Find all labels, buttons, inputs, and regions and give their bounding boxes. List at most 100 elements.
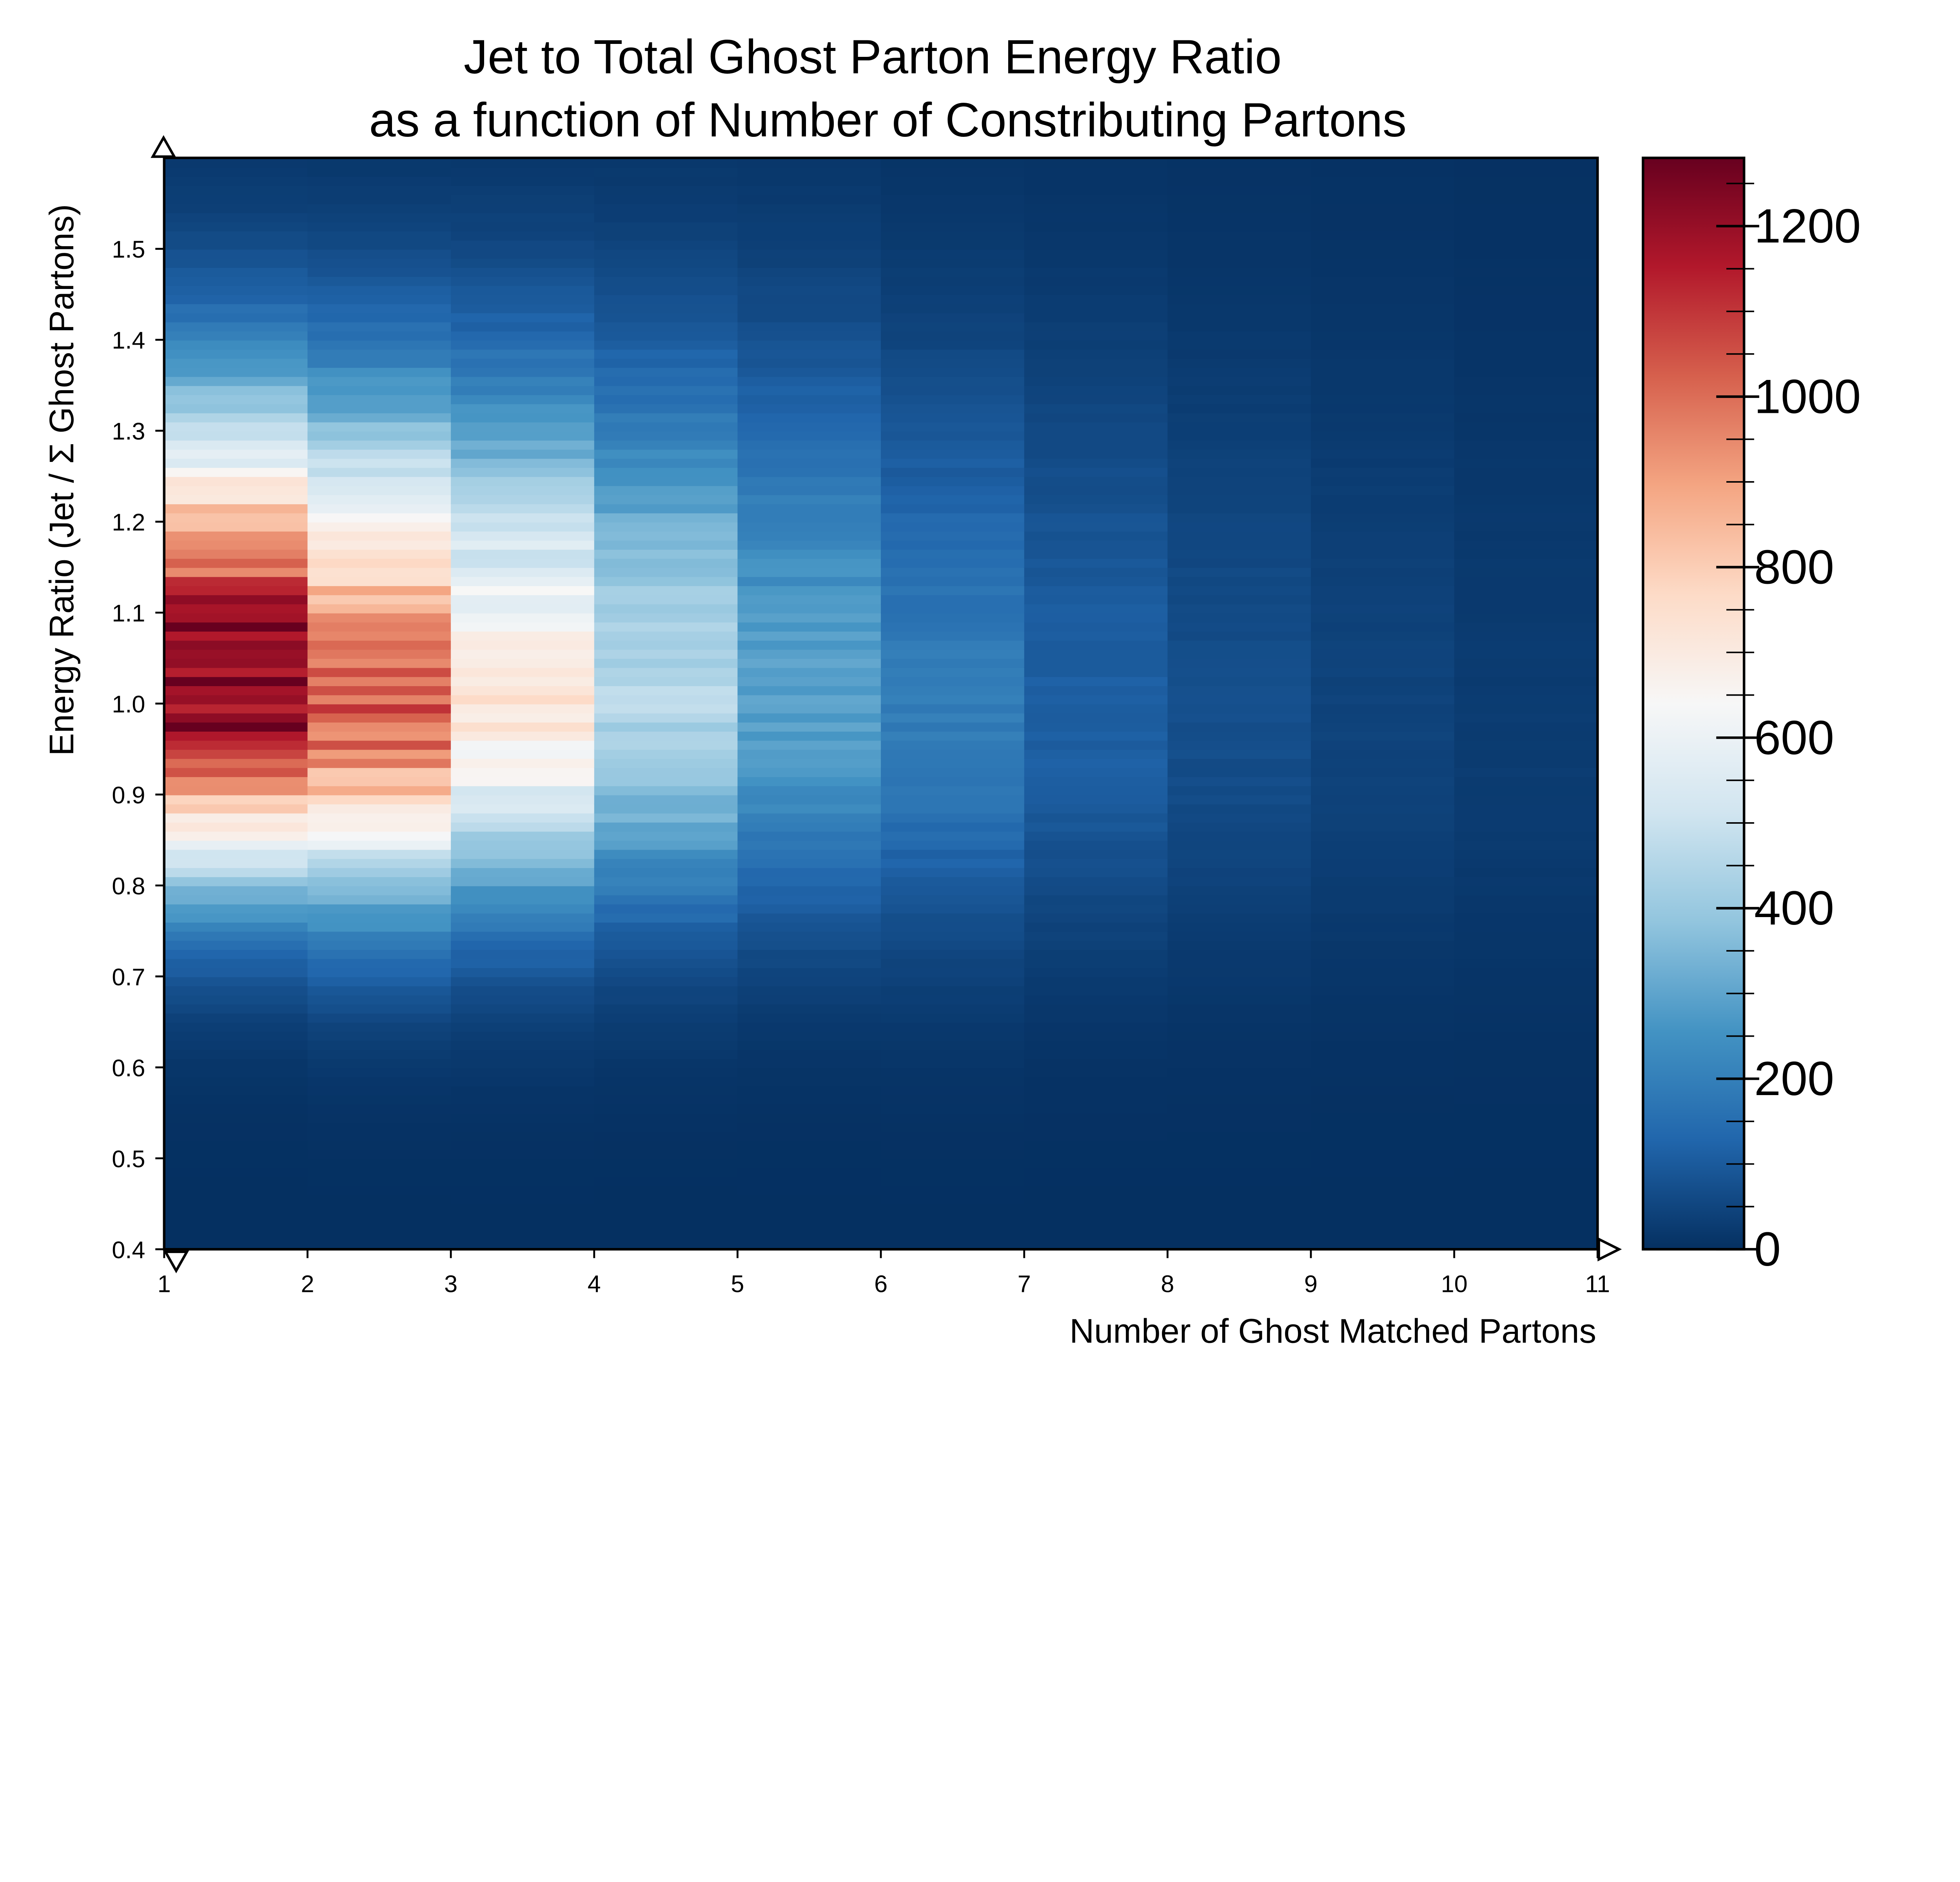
- heatmap-cell: [594, 322, 739, 332]
- heatmap-cell: [1024, 203, 1169, 213]
- heatmap-cell: [1311, 576, 1455, 586]
- heatmap-cell: [451, 1231, 595, 1241]
- heatmap-cell: [451, 776, 595, 787]
- heatmap-cell: [1311, 540, 1455, 550]
- heatmap-cell: [1454, 585, 1599, 596]
- heatmap-cell: [594, 885, 739, 896]
- heatmap-cell: [164, 1122, 309, 1132]
- heatmap-cell: [1454, 594, 1599, 605]
- heatmap-cell: [1311, 1076, 1455, 1086]
- x-axis-ticks: 1 2 3 4 5 6 7 8 9 10 11: [158, 1249, 1610, 1297]
- heatmap-cell: [164, 794, 309, 805]
- heatmap-cell: [594, 1022, 739, 1032]
- heatmap-cell: [1024, 294, 1169, 304]
- heatmap-cell: [1311, 958, 1455, 968]
- heatmap-cell: [737, 667, 882, 677]
- heatmap-cell: [307, 776, 452, 787]
- heatmap-cell: [1024, 340, 1169, 350]
- heatmap-cell: [451, 649, 595, 659]
- heatmap-cell: [1311, 922, 1455, 932]
- heatmap-cell: [1024, 1231, 1169, 1241]
- heatmap-cell: [307, 767, 452, 777]
- heatmap-cell: [737, 530, 882, 541]
- heatmap-cell: [1454, 530, 1599, 541]
- heatmap-cell: [1454, 458, 1599, 468]
- heatmap-cell: [594, 922, 739, 932]
- heatmap-cell: [1311, 885, 1455, 896]
- heatmap-cell: [307, 376, 452, 386]
- heatmap-cell: [737, 503, 882, 514]
- heatmap-cell: [737, 476, 882, 486]
- heatmap-cell: [881, 567, 1025, 577]
- heatmap-cell: [164, 485, 309, 495]
- heatmap-cell: [1167, 1058, 1312, 1068]
- heatmap-cell: [1311, 549, 1455, 559]
- heatmap-cell: [451, 1022, 595, 1032]
- heatmap-cell: [594, 240, 739, 250]
- heatmap-cell: [1167, 458, 1312, 468]
- heatmap-cell: [1167, 585, 1312, 596]
- heatmap-cell: [594, 912, 739, 923]
- heatmap-cell: [1167, 385, 1312, 395]
- heatmap-cell: [1167, 203, 1312, 213]
- heatmap-cell: [1024, 822, 1169, 832]
- heatmap-cell: [1024, 458, 1169, 468]
- heatmap-cell: [1167, 640, 1312, 650]
- heatmap-cell: [594, 421, 739, 432]
- heatmap-cell: [1454, 322, 1599, 332]
- heatmap-cell: [1454, 1185, 1599, 1195]
- heatmap-cell: [881, 894, 1025, 905]
- heatmap-cells: [164, 158, 1599, 1250]
- heatmap-cell: [1311, 794, 1455, 805]
- heatmap-cell: [881, 458, 1025, 468]
- heatmap-cell: [164, 285, 309, 295]
- heatmap-cell: [881, 467, 1025, 477]
- heatmap-cell: [307, 1076, 452, 1086]
- heatmap-cell: [1454, 249, 1599, 259]
- heatmap-cell: [1311, 1185, 1455, 1195]
- heatmap-cell: [594, 521, 739, 532]
- heatmap-cell: [1024, 185, 1169, 195]
- heatmap-cell: [1311, 703, 1455, 714]
- heatmap-cell: [737, 394, 882, 404]
- heatmap-cell: [881, 376, 1025, 386]
- heatmap-cell: [1167, 258, 1312, 268]
- heatmap-cell: [1454, 412, 1599, 423]
- heatmap-cell: [1024, 212, 1169, 223]
- heatmap-cell: [451, 1122, 595, 1132]
- heatmap-cell: [1454, 649, 1599, 659]
- heatmap-cell: [164, 903, 309, 914]
- heatmap-cell: [164, 949, 309, 959]
- heatmap-cell: [1167, 931, 1312, 941]
- heatmap-cell: [451, 1031, 595, 1041]
- heatmap-cell: [1454, 1140, 1599, 1150]
- heatmap-cell: [164, 1185, 309, 1195]
- heatmap-cell: [164, 1049, 309, 1059]
- heatmap-cell: [164, 931, 309, 941]
- heatmap-cell: [1024, 167, 1169, 177]
- heatmap-cell: [881, 158, 1025, 168]
- heatmap-cell: [737, 458, 882, 468]
- heatmap-cell: [451, 740, 595, 750]
- heatmap-cell: [1167, 758, 1312, 768]
- heatmap-cell: [737, 540, 882, 550]
- heatmap-cell: [1024, 176, 1169, 186]
- heatmap-cell: [164, 876, 309, 887]
- heatmap-cell: [307, 558, 452, 568]
- y-tick-label: 0.9: [112, 782, 145, 808]
- heatmap-cell: [881, 222, 1025, 232]
- heatmap-cell: [1311, 985, 1455, 995]
- heatmap-cell: [737, 585, 882, 596]
- heatmap-cell: [1311, 740, 1455, 750]
- heatmap-cell: [1311, 558, 1455, 568]
- heatmap-cell: [881, 185, 1025, 195]
- heatmap-cell: [451, 749, 595, 759]
- heatmap-cell: [164, 340, 309, 350]
- heatmap-cell: [1167, 358, 1312, 368]
- heatmap-cell: [594, 1122, 739, 1132]
- heatmap-cell: [1167, 212, 1312, 223]
- heatmap-cell: [737, 1085, 882, 1095]
- heatmap-cell: [594, 403, 739, 414]
- heatmap-cell: [164, 1067, 309, 1077]
- heatmap-cell: [1167, 476, 1312, 486]
